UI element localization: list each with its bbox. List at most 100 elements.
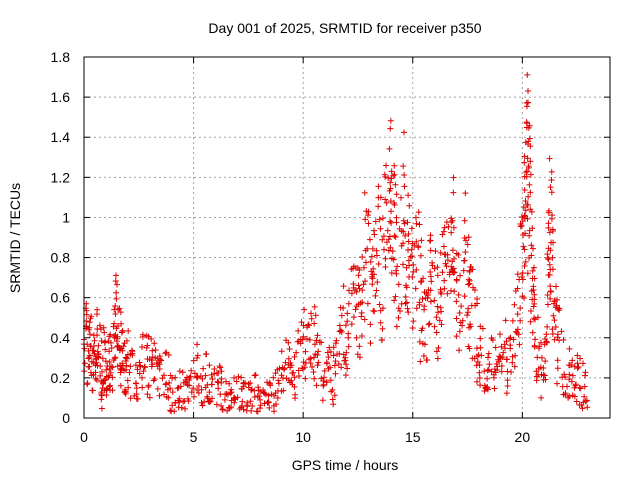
data-point	[504, 377, 511, 384]
data-point	[393, 323, 400, 330]
data-point	[417, 252, 424, 259]
data-point	[566, 345, 573, 352]
data-point	[528, 208, 535, 215]
data-point	[521, 153, 528, 160]
data-point	[186, 375, 193, 382]
data-point	[529, 329, 536, 336]
data-point	[97, 372, 104, 379]
data-point	[373, 252, 380, 259]
data-point	[271, 392, 278, 399]
data-point	[484, 367, 491, 374]
data-point	[95, 342, 102, 349]
data-point	[484, 386, 491, 393]
data-point	[151, 375, 158, 382]
data-point	[465, 234, 472, 241]
data-point	[332, 370, 339, 377]
data-point	[213, 401, 220, 408]
data-point	[321, 374, 328, 381]
data-point	[529, 267, 536, 274]
data-point	[416, 301, 423, 308]
data-point	[233, 378, 240, 385]
data-point	[413, 266, 420, 273]
y-tick-label: 0.4	[51, 330, 71, 346]
data-point	[542, 358, 549, 365]
data-point	[549, 266, 556, 273]
data-point	[466, 345, 473, 352]
data-point	[291, 395, 298, 402]
data-point	[160, 372, 167, 379]
data-point	[393, 267, 400, 274]
data-point	[473, 300, 480, 307]
data-point	[417, 279, 424, 286]
data-point	[350, 280, 357, 287]
data-point	[86, 363, 93, 370]
data-point	[466, 280, 473, 287]
data-point	[464, 312, 471, 319]
data-point	[394, 263, 401, 270]
data-point	[162, 381, 169, 388]
data-point	[520, 243, 527, 250]
data-point	[291, 374, 298, 381]
data-point	[280, 387, 287, 394]
data-point	[331, 362, 338, 369]
data-point	[398, 194, 405, 201]
data-point	[514, 271, 521, 278]
data-point	[548, 168, 555, 175]
data-point	[301, 364, 308, 371]
data-point	[371, 308, 378, 315]
data-point	[385, 175, 392, 182]
data-point	[367, 321, 374, 328]
data-point	[371, 271, 378, 278]
data-point	[152, 346, 159, 353]
data-point	[530, 264, 537, 271]
data-point	[144, 391, 151, 398]
data-point	[450, 224, 457, 231]
data-point	[291, 353, 298, 360]
data-point	[435, 309, 442, 316]
data-point	[409, 325, 416, 332]
data-point	[431, 265, 438, 272]
data-point	[159, 375, 166, 382]
data-point	[194, 373, 201, 380]
data-point	[546, 155, 553, 162]
data-point	[577, 385, 584, 392]
data-point	[228, 404, 235, 411]
data-point	[152, 354, 159, 361]
data-point	[529, 225, 536, 232]
data-point	[367, 258, 374, 265]
data-point	[278, 372, 285, 379]
data-point	[145, 383, 152, 390]
y-tick-label: 1.4	[51, 129, 71, 145]
data-point	[313, 382, 320, 389]
data-point	[327, 377, 334, 384]
data-point	[285, 355, 292, 362]
x-tick-label: 20	[515, 429, 531, 445]
data-point	[416, 338, 423, 345]
data-points	[81, 71, 591, 415]
data-point	[543, 339, 550, 346]
data-point	[227, 390, 234, 397]
data-point	[540, 365, 547, 372]
data-point	[90, 347, 97, 354]
data-point	[423, 290, 430, 297]
data-point	[129, 348, 136, 355]
data-point	[500, 349, 507, 356]
data-point	[206, 399, 213, 406]
data-point	[402, 232, 409, 239]
data-point	[327, 348, 334, 355]
data-point	[524, 201, 531, 208]
data-point	[582, 372, 589, 379]
data-point	[255, 384, 262, 391]
data-point	[88, 313, 95, 320]
data-point	[388, 208, 395, 215]
data-point	[415, 209, 422, 216]
data-point	[99, 355, 106, 362]
data-point	[574, 352, 581, 359]
data-point	[214, 378, 221, 385]
data-point	[547, 295, 554, 302]
data-point	[117, 366, 124, 373]
data-point	[148, 357, 155, 364]
y-tick-label: 1.6	[51, 89, 71, 105]
data-point	[113, 295, 120, 302]
data-point	[503, 338, 510, 345]
